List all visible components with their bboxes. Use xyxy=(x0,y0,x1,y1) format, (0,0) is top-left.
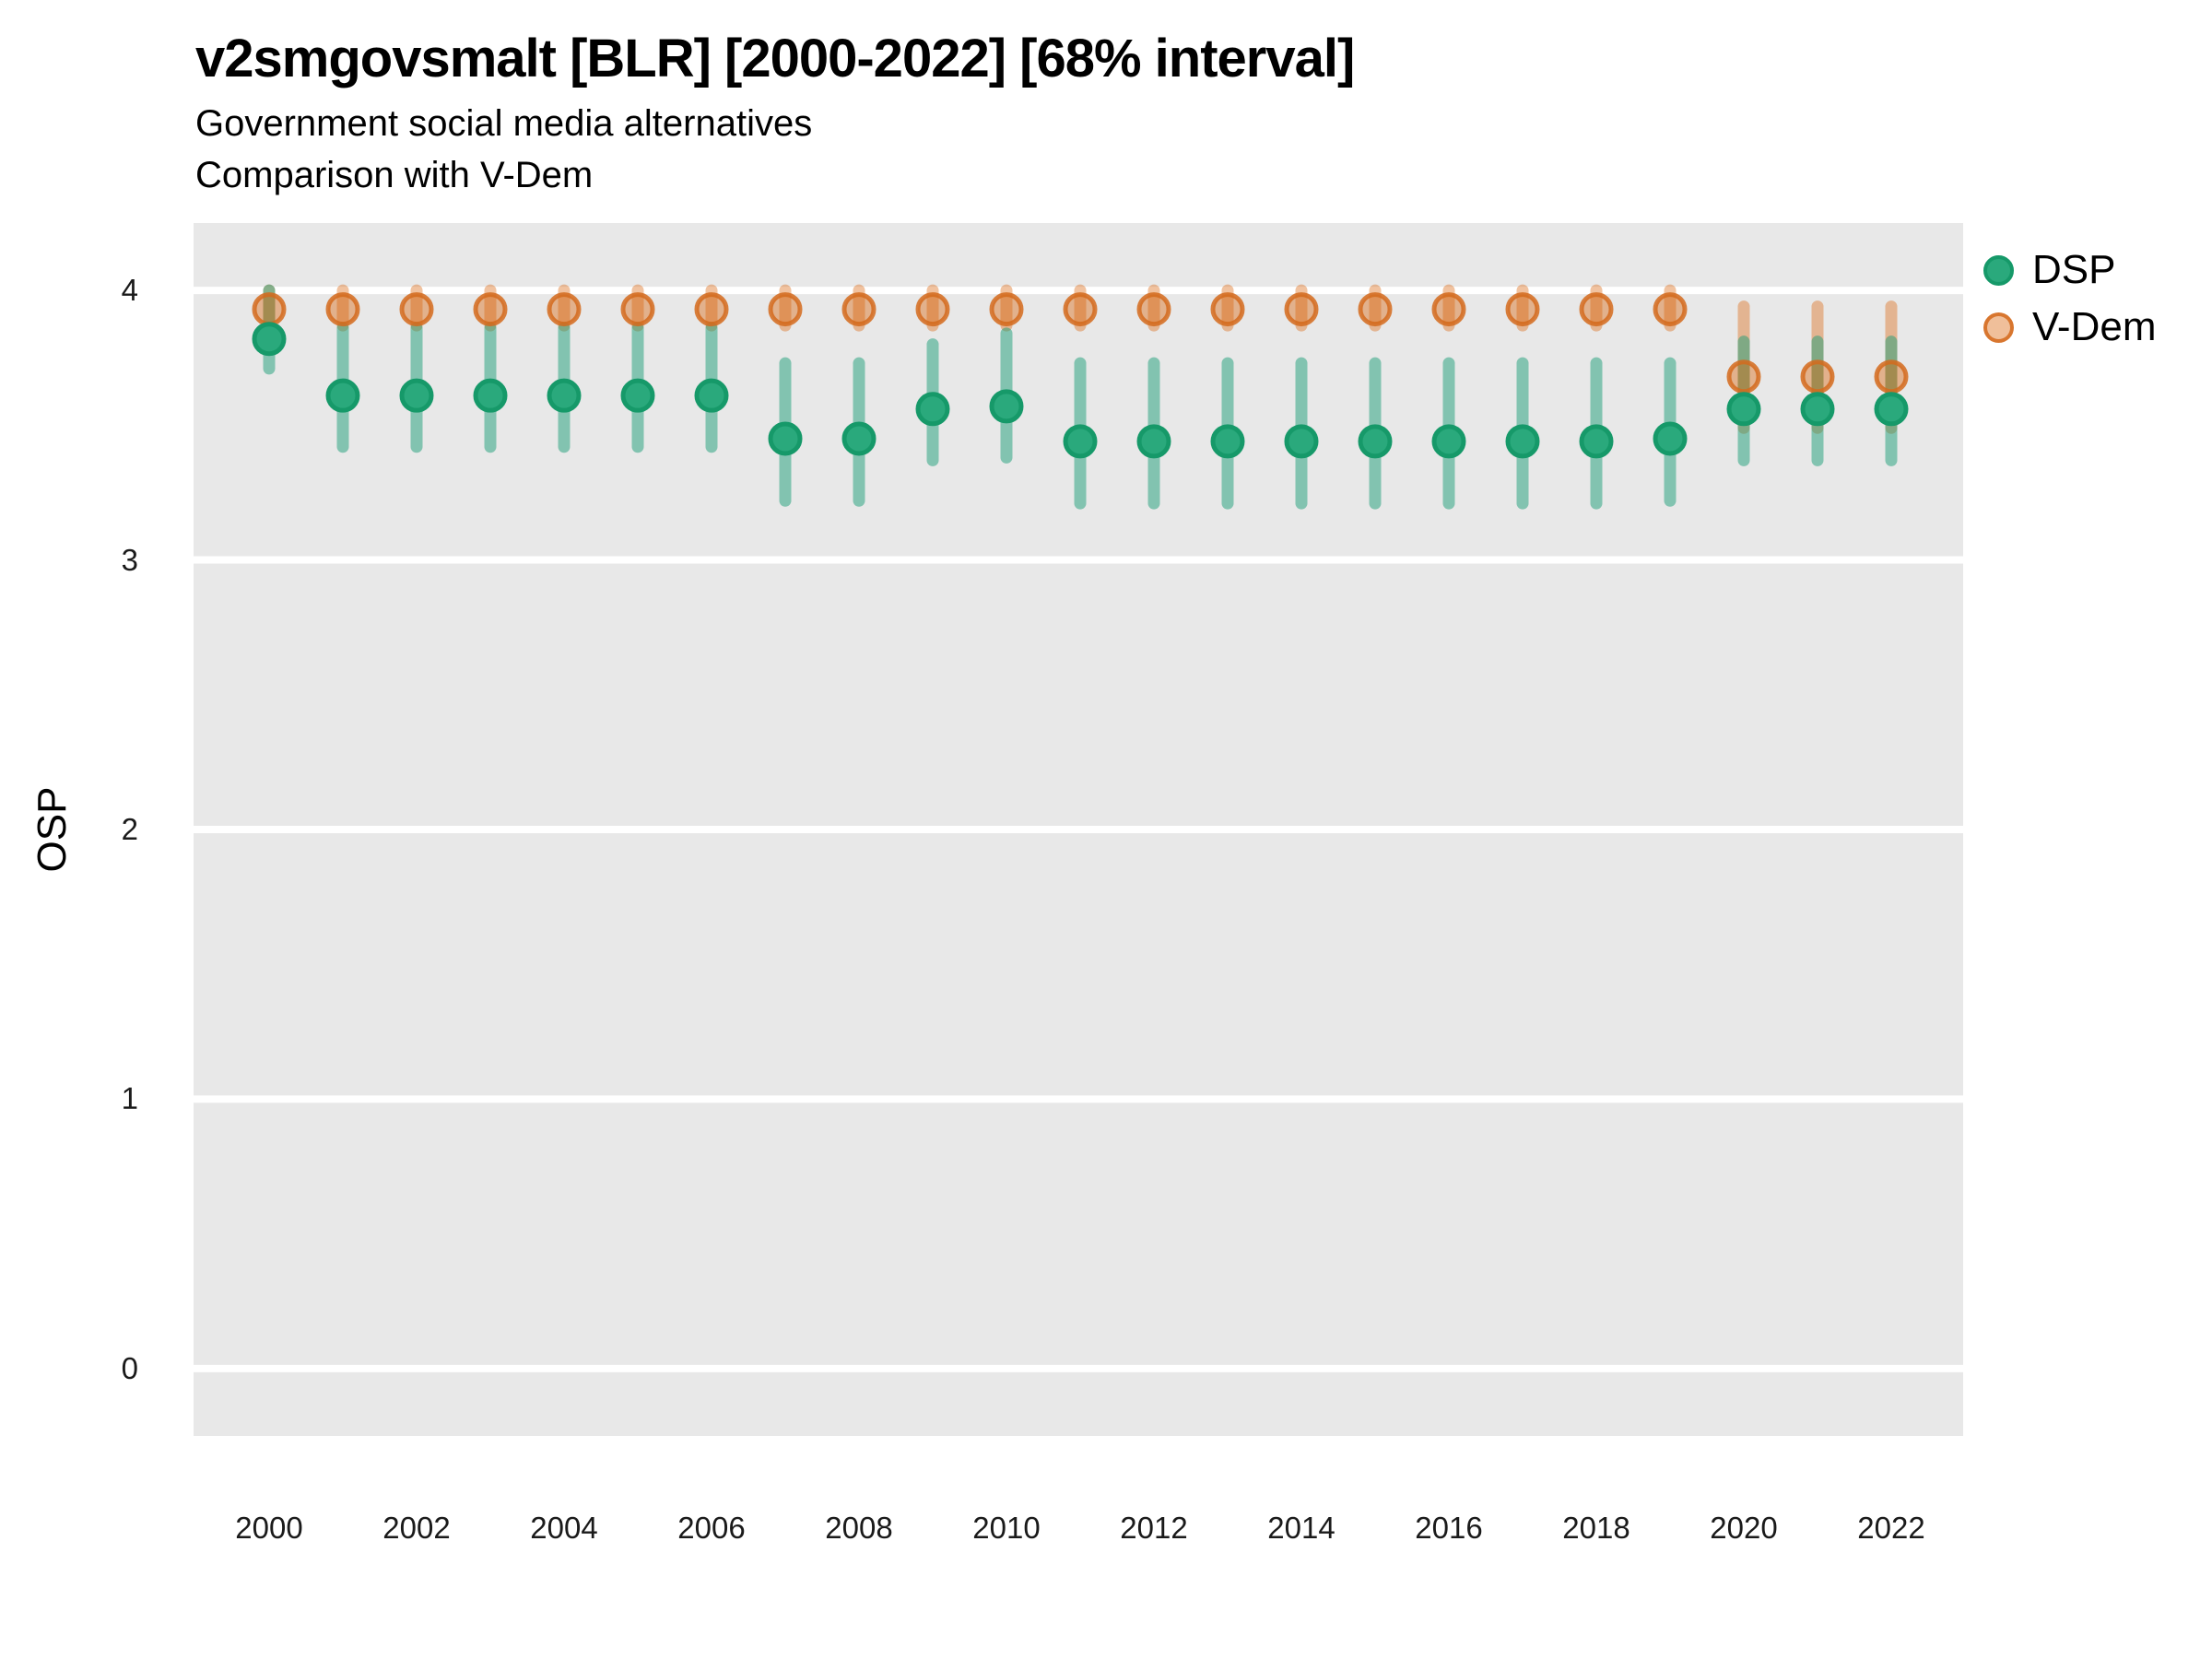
dsp-point-2001 xyxy=(325,378,360,413)
y-tick-label-0: 0 xyxy=(121,1350,138,1385)
dsp-point-2019 xyxy=(1653,421,1688,456)
x-tick-label-2004: 2004 xyxy=(530,1511,598,1545)
legend-item-vdem: V-Dem xyxy=(1983,299,2156,356)
vdem-point-2010 xyxy=(989,292,1024,327)
vdem-point-2021 xyxy=(1800,359,1835,394)
dsp-point-2020 xyxy=(1726,392,1761,427)
x-tick-label-2022: 2022 xyxy=(1857,1511,1925,1545)
dsp-point-2006 xyxy=(694,378,729,413)
vdem-point-2015 xyxy=(1358,292,1393,327)
dsp-point-2015 xyxy=(1358,424,1393,459)
vdem-point-2012 xyxy=(1136,292,1171,327)
dsp-point-2007 xyxy=(768,421,803,456)
dsp-point-2012 xyxy=(1136,424,1171,459)
dsp-point-2002 xyxy=(399,378,434,413)
vdem-point-2013 xyxy=(1210,292,1245,327)
y-tick-label-2: 2 xyxy=(121,812,138,846)
vdem-point-2011 xyxy=(1063,292,1098,327)
x-tick-label-2002: 2002 xyxy=(382,1511,451,1545)
y-tick-label-4: 4 xyxy=(121,273,138,308)
vdem-point-2022 xyxy=(1874,359,1909,394)
dsp-point-2011 xyxy=(1063,424,1098,459)
x-tick-label-2016: 2016 xyxy=(1415,1511,1483,1545)
x-tick-label-2000: 2000 xyxy=(235,1511,303,1545)
legend: DSP V-Dem xyxy=(1983,241,2156,356)
vdem-point-2006 xyxy=(694,292,729,327)
x-tick-label-2006: 2006 xyxy=(677,1511,746,1545)
x-tick-label-2008: 2008 xyxy=(825,1511,893,1545)
vdem-point-2019 xyxy=(1653,292,1688,327)
chart-subtitle: Government social media alternatives xyxy=(195,103,813,144)
vdem-point-2017 xyxy=(1505,292,1540,327)
vdem-point-2014 xyxy=(1284,292,1319,327)
legend-item-dsp: DSP xyxy=(1983,241,2156,299)
dsp-point-2017 xyxy=(1505,424,1540,459)
dsp-point-2021 xyxy=(1800,392,1835,427)
dsp-point-2018 xyxy=(1579,424,1614,459)
chart-title: v2smgovsmalt [BLR] [2000-2022] [68% inte… xyxy=(195,29,1355,88)
vdem-point-2000 xyxy=(252,292,287,327)
x-tick-label-2014: 2014 xyxy=(1267,1511,1335,1545)
dsp-point-2004 xyxy=(547,378,582,413)
vdem-legend-key-icon xyxy=(1983,312,2014,343)
dsp-point-2014 xyxy=(1284,424,1319,459)
vdem-point-2016 xyxy=(1431,292,1466,327)
vdem-point-2001 xyxy=(325,292,360,327)
y-tick-label-1: 1 xyxy=(121,1081,138,1116)
y-tick-label-3: 3 xyxy=(121,542,138,577)
x-tick-label-2012: 2012 xyxy=(1120,1511,1188,1545)
dsp-legend-key-icon xyxy=(1983,254,2014,286)
vdem-point-2007 xyxy=(768,292,803,327)
dsp-point-2003 xyxy=(473,378,508,413)
chart-subtitle-comparison: Comparison with V-Dem xyxy=(195,155,594,195)
x-tick-label-2018: 2018 xyxy=(1562,1511,1630,1545)
vdem-point-2005 xyxy=(620,292,655,327)
dsp-point-2000 xyxy=(252,322,287,357)
dsp-point-2008 xyxy=(841,421,877,456)
vdem-point-2008 xyxy=(841,292,877,327)
vdem-point-2003 xyxy=(473,292,508,327)
legend-label-vdem: V-Dem xyxy=(2032,304,2157,349)
x-tick-label-2010: 2010 xyxy=(972,1511,1041,1545)
x-tick-label-2020: 2020 xyxy=(1710,1511,1778,1545)
legend-label-dsp: DSP xyxy=(2032,247,2116,292)
dsp-point-2005 xyxy=(620,378,655,413)
vdem-point-2009 xyxy=(915,292,950,327)
dsp-point-2009 xyxy=(915,392,950,427)
dsp-point-2022 xyxy=(1874,392,1909,427)
vdem-point-2020 xyxy=(1726,359,1761,394)
dsp-point-2013 xyxy=(1210,424,1245,459)
vdem-point-2018 xyxy=(1579,292,1614,327)
vdem-point-2002 xyxy=(399,292,434,327)
dsp-point-2016 xyxy=(1431,424,1466,459)
vdem-point-2004 xyxy=(547,292,582,327)
dsp-point-2010 xyxy=(989,389,1024,424)
